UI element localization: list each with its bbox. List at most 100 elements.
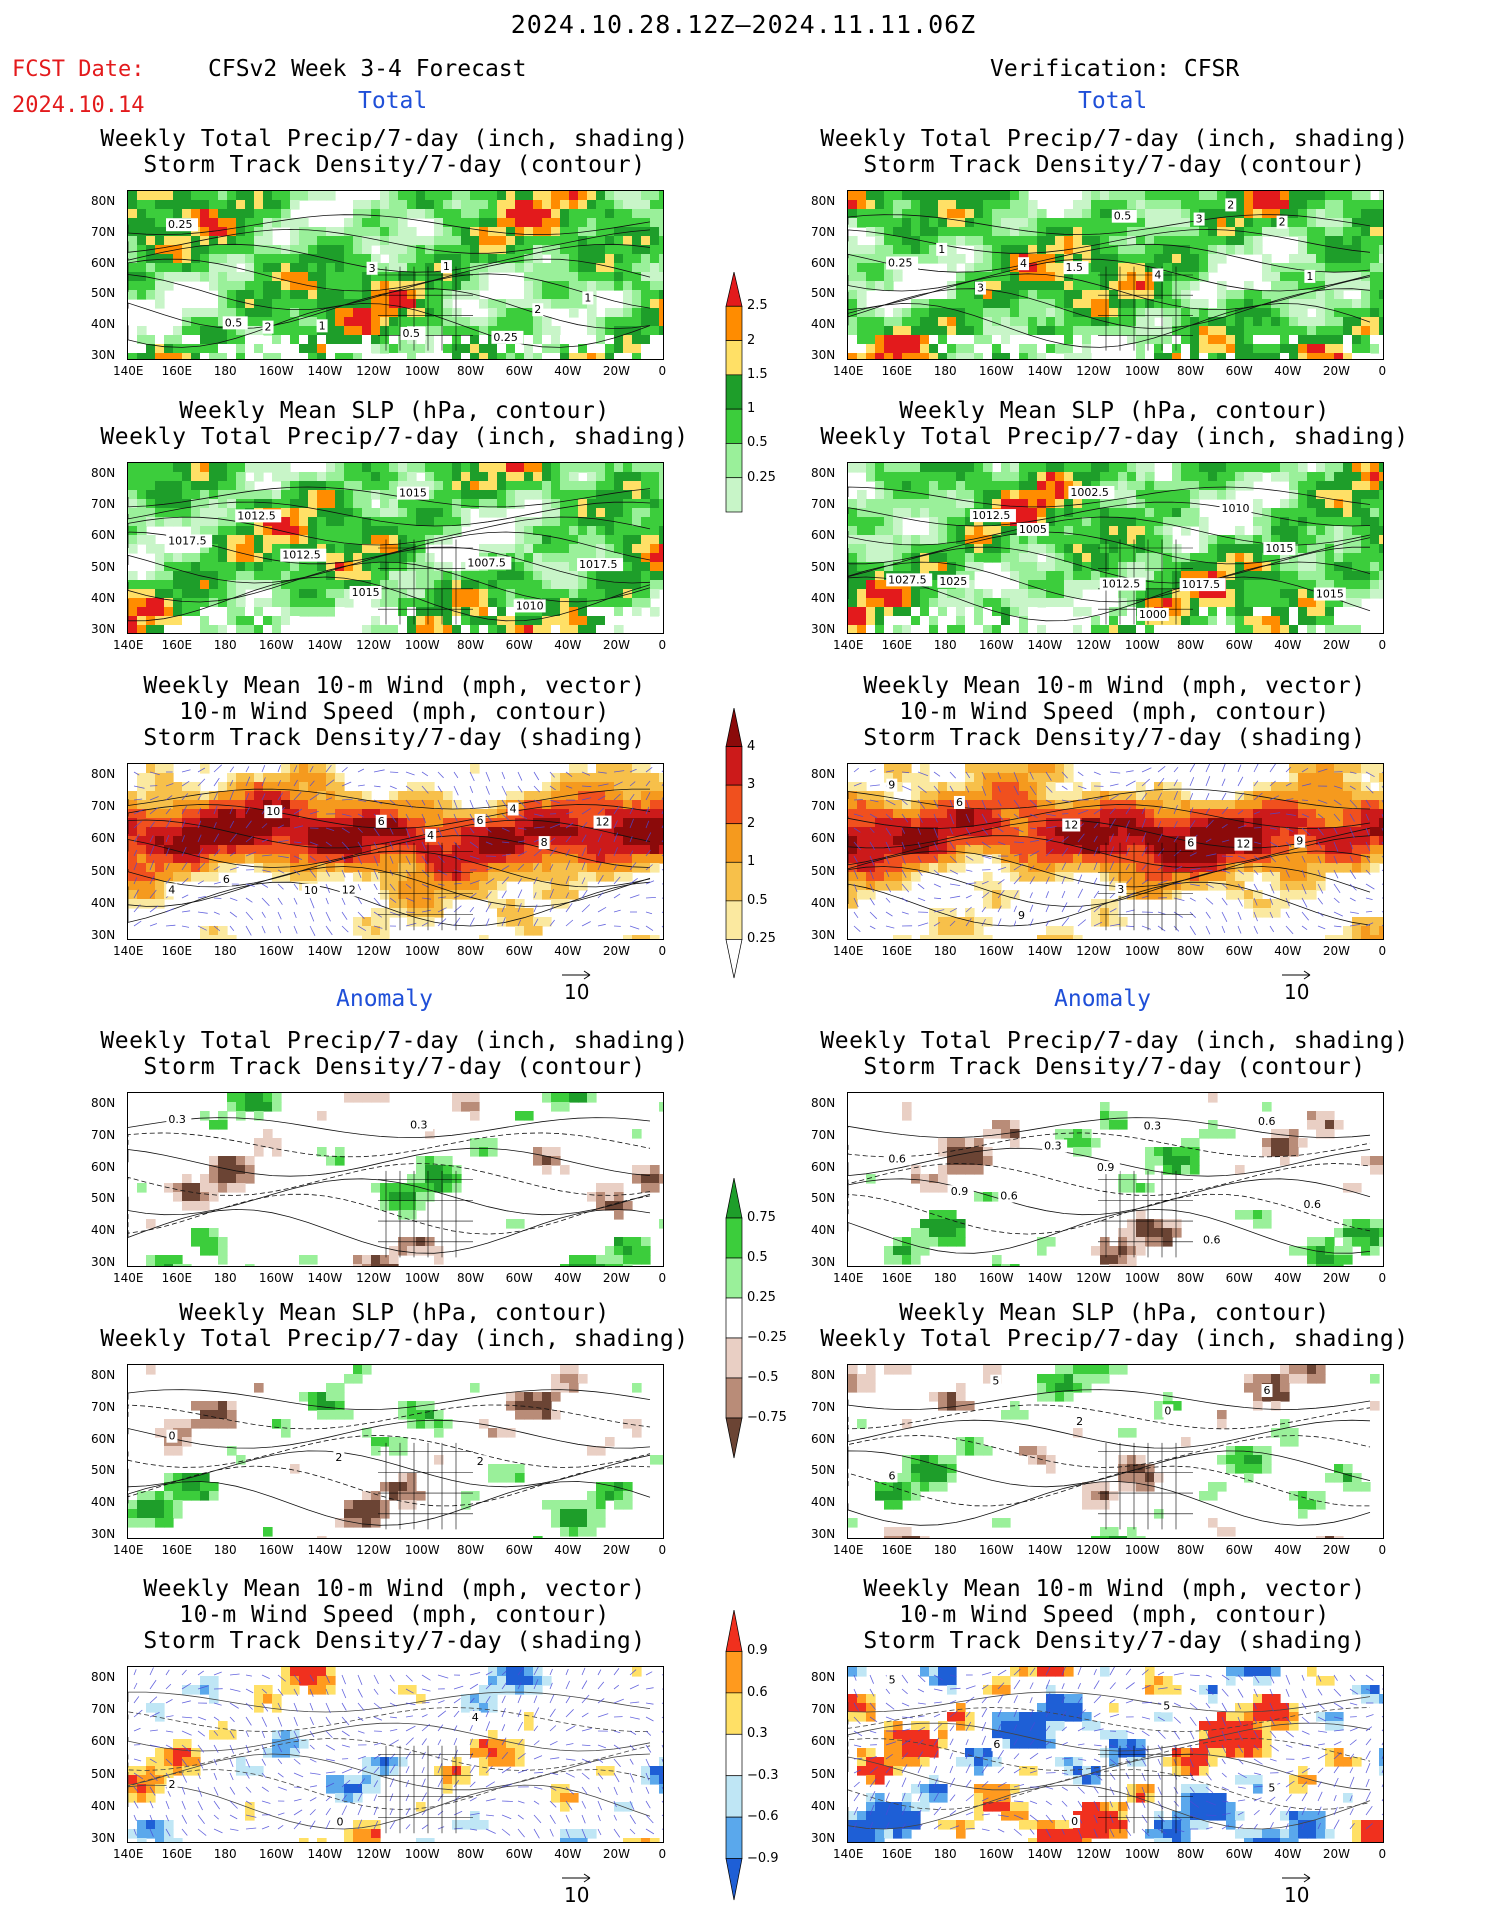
latitude-label: 70N [91,497,116,512]
wind-vector [1013,1738,1019,1746]
wind-vector [1013,841,1024,844]
vector-reference-value: 10 [1284,980,1310,1004]
colorbar-anom-storm [725,1610,743,1901]
longitude-label: 0 [658,1543,667,1557]
wind-vector [885,1716,895,1721]
wind-vector [645,1814,654,1824]
longitude-label: 80W [456,638,485,652]
contour-label-bg [166,1778,178,1792]
wind-vector [645,1687,654,1690]
wind-vector [597,1772,604,1780]
wind-vector [1157,1814,1165,1823]
wind-vector [981,771,986,780]
wind-vector [277,1674,286,1682]
wind-vector [1029,813,1038,819]
latitude-label: 30N [811,1255,836,1269]
wind-vector [997,813,1003,821]
contour-label: 6 [378,815,385,828]
longitude-label: 160W [978,1271,1014,1285]
wind-vector [261,1716,268,1727]
contour-line [848,850,1371,888]
wind-vector [165,834,170,843]
verification-precip_storm-precip-panel: 0.25 1 3 4 1.5 0.5 4 3 2 2 1 [847,190,1384,360]
contour-label: 1015 [1265,542,1293,555]
wind-vector [549,1786,557,1791]
longitude-label: 20W [602,944,630,958]
wind-vector [1109,1800,1113,1808]
wind-vector [1013,1814,1024,1820]
longitude-label: 160E [881,1543,913,1557]
contour-label-bg [469,1711,481,1725]
wind-vector [1221,1800,1229,1803]
wind-vector [1141,1800,1146,1808]
wind-vector [213,1716,220,1721]
colorbar-segment [725,1651,743,1694]
wind-vector [469,1813,480,1816]
wind-vector [1253,1744,1259,1751]
wind-vector [1365,1738,1372,1746]
wind-vector [261,883,269,888]
wind-vector [357,925,367,932]
wind-vector [1269,1688,1274,1696]
wind-vector [229,1688,241,1692]
contour-label: 8 [541,836,548,849]
wind-vector [1125,1786,1131,1797]
colorbar-segment [725,1217,743,1259]
wind-vector [485,1721,491,1732]
wind-vector [245,1772,250,1779]
colorbar-label: 0.5 [747,892,768,908]
wind-vector [1189,1772,1195,1781]
wind-vector [501,1670,507,1676]
wind-vector [1333,883,1341,894]
wind-vector [1077,1800,1083,1808]
wind-vector [533,1695,538,1704]
wind-vector [1317,1767,1324,1774]
contour-label-bg [166,534,213,548]
contour-label: 0 [168,1430,175,1443]
contour-label-bg [886,1673,898,1687]
wind-vector [309,1820,316,1830]
contour-line [128,561,651,603]
wind-vector [437,855,445,863]
wind-vector [165,1772,171,1779]
colorbar-label: 0.5 [747,1250,768,1265]
wind-vector [965,906,972,913]
wind-vector [885,897,891,903]
wind-vector [613,1814,617,1821]
verification-panel-5-title-line-2: Weekly Total Precip/7-day (inch, shading… [820,1326,1409,1352]
wind-vector [229,766,235,773]
wind-vector [1029,1770,1038,1774]
contour-label: 0.6 [1000,1190,1018,1203]
wind-vector [1045,905,1050,913]
wind-vector [1381,883,1383,885]
contour-label: 1007.5 [467,557,506,570]
wind-vector [325,1796,331,1802]
wind-vector [405,883,412,889]
wind-vector [933,855,939,862]
latitude-label: 50N [811,286,836,301]
wind-vector [901,911,909,915]
contour-label-bg [166,883,178,897]
wind-vector [133,1696,140,1704]
wind-vector [533,1725,539,1732]
wind-vector [421,1723,431,1732]
wind-vector [1061,875,1066,885]
wind-vector [901,841,906,850]
wind-vector [501,785,507,796]
longitude-label: 120W [1076,1847,1111,1861]
wind-vector [149,1712,160,1718]
forecast-panel-5-title-line-1: Weekly Mean SLP (hPa, contour) [179,1300,610,1326]
contour-line [128,1132,651,1158]
wind-vector [325,1674,330,1683]
wind-vector [325,1758,335,1762]
wind-vector [981,1813,990,1816]
wind-vector [1221,855,1233,858]
wind-vector [1189,820,1196,829]
contour-label-bg [1016,522,1049,536]
contour-label: 0.5 [1114,210,1132,223]
wind-vector [181,780,190,787]
wind-vector [645,806,650,815]
wind-vector [1349,897,1356,902]
wind-vector [165,924,176,927]
